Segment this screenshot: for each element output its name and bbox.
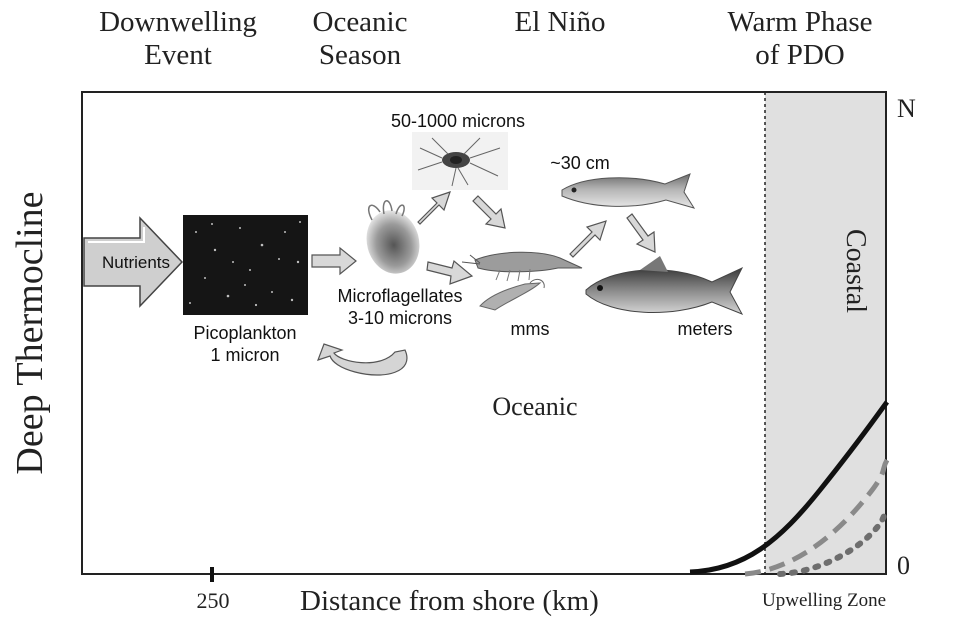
recycle-arrow [316,343,408,376]
header-line: of PDO [755,39,845,71]
header-el-nino: El Niño [485,6,635,39]
oceanic-label: Oceanic [492,392,578,421]
y-bottom-label: 0 [897,551,910,580]
meters-label: meters [677,319,733,339]
header-warm-phase-pdo: Warm Phase of PDO [700,6,900,72]
microflagellates-size: 3-10 microns [347,308,453,328]
microflagellates-name: Microflagellates [337,286,463,306]
picoplankton-image [183,215,308,315]
x-axis-label: Distance from shore (km) [300,585,599,617]
header-oceanic-season: Oceanic Season [290,6,430,72]
zooplankton-image [412,132,508,190]
header-line: Event [144,39,212,71]
nutrients-label: Nutrients [101,253,171,272]
mms-label: mms [510,319,550,339]
tuna-image [585,256,744,315]
header-line: Downwelling [99,6,257,38]
flow-arrow [472,195,506,229]
coastal-label: Coastal [840,229,871,313]
header-line: Season [318,39,402,71]
x-tick-label: 250 [196,588,230,613]
flow-arrow [311,246,357,276]
fish-size-label: ~30 cm [550,153,610,173]
picoplankton-label: Picoplankton 1 micron [175,322,315,366]
upwelling-zone-label: Upwelling Zone [762,590,887,611]
flow-arrow [426,259,474,285]
microflagellate-image [366,200,420,274]
header-line: El Niño [514,6,606,38]
flow-arrow [417,191,451,225]
shrimp-image [461,251,583,282]
nutrients-arrow [83,216,184,308]
microflagellates-label: Microflagellates 3-10 microns [325,285,475,329]
y-axis-label: Deep Thermocline [9,191,51,475]
coastal-zone [765,92,886,574]
thermocline-solid-line [689,400,890,575]
plot-frame [81,91,887,575]
thermocline-dashed-line [744,458,890,577]
flow-arrow [569,220,607,258]
y-top-label: N [897,94,916,123]
picoplankton-cells [189,221,301,307]
picoplankton-size: 1 micron [210,345,280,365]
krill-image [479,278,545,311]
picoplankton-name: Picoplankton [193,323,297,343]
thermocline-dotted-line [777,507,890,577]
header-line: Oceanic [312,6,408,38]
zooplankton-size-label: 50-1000 microns [390,111,526,131]
flow-arrow [626,213,656,253]
header-downwelling-event: Downwelling Event [78,6,278,72]
sardine-image [561,173,696,209]
header-line: Warm Phase [727,6,873,38]
